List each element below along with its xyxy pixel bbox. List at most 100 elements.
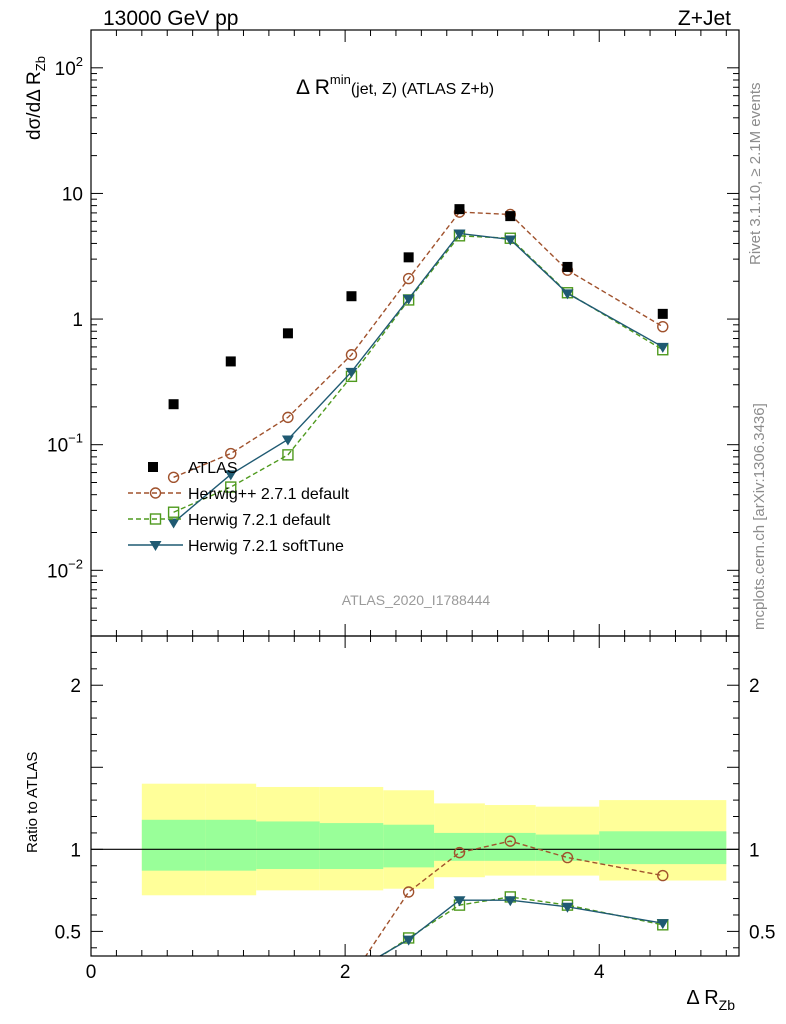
ratio-band-stat — [256, 821, 320, 870]
ratio-data-point — [656, 919, 669, 930]
main-data-point — [562, 261, 573, 272]
y-tick-label: 1 — [72, 310, 83, 331]
y-tick-label-exp: 2 — [76, 54, 83, 69]
y-tick-label-exp: −1 — [68, 431, 83, 446]
ratio-data-point — [561, 851, 574, 864]
x-tick-label: 2 — [340, 962, 351, 983]
ratio-frame — [90, 635, 740, 957]
xlabel-text: Δ R — [686, 987, 718, 1009]
ratio-band-stat — [535, 834, 600, 861]
ratio-band-stat — [434, 832, 485, 861]
main-data-point — [657, 308, 668, 319]
main-data-point — [656, 342, 669, 353]
ratio-uncertainty-bands — [141, 783, 727, 896]
main-data-point — [505, 211, 516, 222]
y-tick-label: 10 — [62, 184, 83, 205]
y-tick-label: 10−2 — [47, 556, 83, 582]
main-data-point — [402, 272, 415, 285]
ratio-data-point — [402, 886, 415, 898]
xlabel: Δ RZb — [686, 987, 735, 1013]
ratio-band-stat — [319, 823, 384, 870]
main-data-point — [225, 481, 237, 493]
main-series-line — [173, 235, 664, 513]
legend-label: Herwig++ 2.7.1 default — [188, 486, 350, 503]
ratio-band-stat — [205, 819, 257, 871]
plot-title-main: Δ R — [296, 76, 330, 99]
main-data-point — [168, 399, 179, 410]
legend-marker — [149, 541, 162, 551]
main-data-point — [282, 328, 293, 339]
header-right: Z+Jet — [678, 7, 731, 30]
plot-title-rest: (jet, Z) (ATLAS Z+b) — [351, 81, 494, 98]
main-data-point — [282, 411, 294, 424]
ratio-tick-label-left: 2 — [70, 676, 81, 697]
main-data-point — [345, 349, 358, 361]
main-data-point — [282, 449, 294, 461]
main-data-point — [225, 447, 237, 460]
ratio-data-point — [453, 846, 466, 859]
ratio-series-line — [380, 896, 663, 956]
ratio-tick-label-left: 0.5 — [55, 922, 81, 943]
ratio-data-point — [561, 902, 574, 913]
ylabel-main-text: dσ/dΔ R — [24, 71, 45, 140]
ratio-series-line — [378, 899, 663, 956]
main-data-point — [167, 471, 180, 484]
main-data-point — [504, 235, 517, 246]
main-series-layer — [167, 204, 669, 529]
plot-title: Δ Rmin(jet, Z) (ATLAS Z+b) — [296, 72, 494, 99]
main-data-point — [225, 356, 236, 367]
main-data-point — [402, 294, 415, 305]
main-data-point — [167, 518, 180, 529]
main-data-point — [345, 367, 358, 378]
ratio-band-stat — [599, 831, 727, 865]
ratio-data-point — [657, 869, 669, 882]
ratio-data-point — [453, 896, 466, 907]
x-tick-label: 0 — [86, 962, 97, 983]
main-data-point — [403, 252, 414, 263]
ratio-band-stat — [484, 832, 536, 861]
xlabel-sub: Zb — [719, 997, 736, 1013]
plot-frames — [90, 29, 740, 957]
ratio-series-layer — [364, 835, 669, 956]
main-data-point — [167, 506, 180, 518]
ratio-tick-label-right: 1 — [749, 840, 760, 861]
main-data-point — [224, 470, 237, 481]
ratio-tick-label-right: 0.5 — [749, 922, 775, 943]
legend-marker — [149, 513, 162, 525]
main-series-line — [173, 232, 664, 524]
ratio-data-point — [504, 835, 516, 847]
y-tick-label-base: 10 — [47, 436, 68, 457]
y-tick-label-exp: −2 — [68, 556, 83, 571]
legend-label: Herwig 7.2.1 default — [188, 512, 331, 529]
main-data-point — [453, 229, 466, 240]
ratio-band-stat — [383, 824, 435, 868]
legend: ATLAS Herwig++ 2.7.1 default Herwig 7.2.1 … — [128, 460, 350, 555]
y-tick-label: 10−1 — [47, 431, 83, 457]
main-data-point — [454, 204, 465, 215]
main-data-point — [346, 291, 357, 302]
ratio-tick-label-right: 2 — [749, 676, 760, 697]
ylabel-main-sub: Zb — [33, 56, 48, 71]
ratio-data-point — [402, 935, 415, 946]
ratio-data-point — [504, 896, 517, 907]
rivet-label: Rivet 3.1.10, ≥ 2.1M events — [747, 83, 764, 266]
x-tick-label: 4 — [594, 962, 605, 983]
analysis-label: ATLAS_2020_I1788444 — [342, 592, 491, 608]
ylabel-main: dσ/dΔ RZb — [24, 56, 48, 140]
ratio-band-stat — [141, 819, 206, 871]
y-tick-label-base: 10 — [47, 561, 68, 582]
legend-label: ATLAS — [188, 460, 238, 477]
header-left: 13000 GeV pp — [103, 7, 238, 30]
main-data-point — [281, 435, 294, 446]
legend-label: Herwig 7.2.1 softTune — [188, 538, 344, 555]
ylabel-ratio: Ratio to ATLAS — [24, 752, 41, 853]
main-data-point — [561, 289, 574, 300]
legend-marker — [149, 487, 162, 499]
ratio-series-line — [364, 840, 663, 956]
legend-marker — [148, 462, 158, 472]
mcplots-label: mcplots.cern.ch [arXiv:1306.3436] — [751, 403, 768, 630]
y-tick-label-base: 10 — [55, 59, 76, 80]
y-tick-label: 102 — [55, 54, 83, 80]
